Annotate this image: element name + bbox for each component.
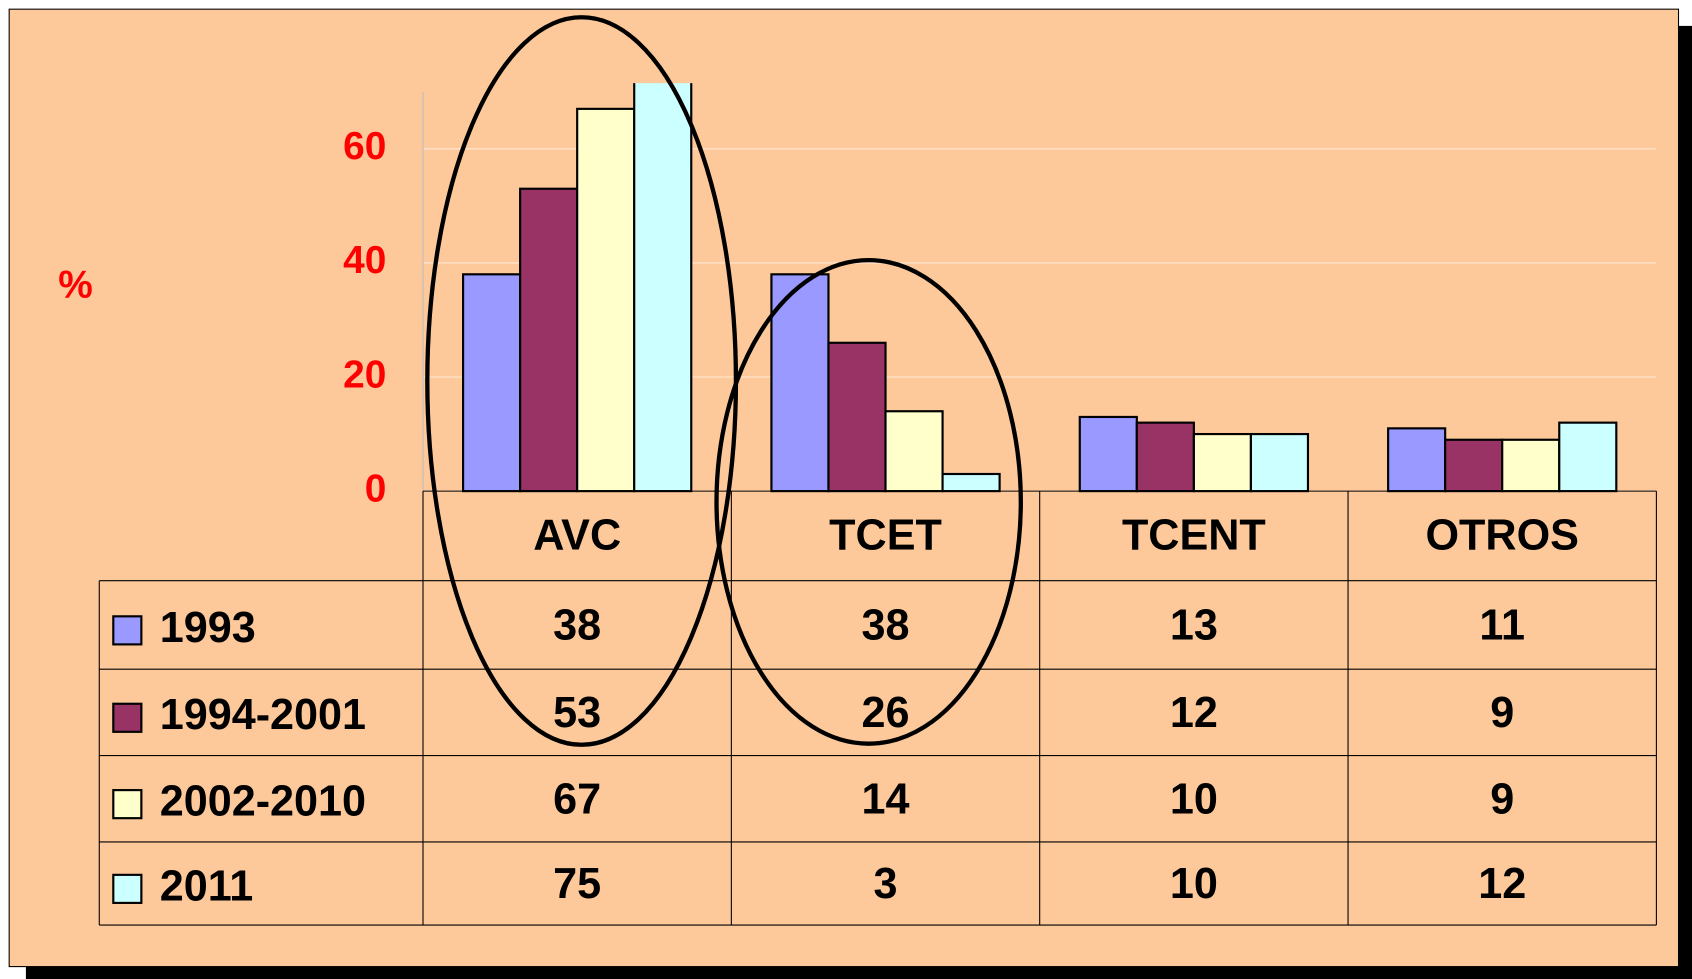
- table-value: 12: [1170, 689, 1218, 737]
- legend-key: [112, 702, 143, 733]
- bar: [1501, 438, 1561, 493]
- x-tick-label: OTROS: [1426, 511, 1579, 559]
- legend-key: [112, 615, 143, 646]
- table-value: 10: [1170, 775, 1218, 823]
- bar: [1192, 432, 1252, 493]
- bar: [462, 273, 522, 493]
- y-tick-label: 20: [343, 353, 386, 396]
- table-value: 38: [553, 602, 601, 650]
- bar: [1135, 421, 1195, 493]
- bar: [1387, 427, 1447, 493]
- bar: [1444, 438, 1504, 493]
- data-table: AVC TCET TCENT OTROS 1993 38 38 13 11 1994-2001 53…: [98, 490, 1657, 926]
- table-value: 75: [553, 860, 601, 908]
- bar: [633, 83, 693, 493]
- legend-key: [112, 873, 143, 904]
- legend-label: 2011: [160, 862, 254, 910]
- x-tick-label: TCET: [829, 511, 942, 559]
- table-value: 9: [1490, 775, 1514, 823]
- bar: [884, 410, 944, 493]
- table-value: 3: [874, 860, 898, 908]
- bar: [1078, 415, 1138, 493]
- table-value: 13: [1170, 602, 1218, 650]
- bar: [519, 187, 579, 493]
- table-value: 12: [1478, 860, 1526, 908]
- table-value: 26: [862, 689, 910, 737]
- legend-key: [112, 789, 143, 820]
- table-value: 53: [553, 689, 601, 737]
- bar: [1249, 432, 1310, 493]
- bar: [770, 273, 830, 493]
- bar: [941, 472, 1001, 493]
- bars: [462, 83, 1618, 493]
- bar: [576, 107, 636, 493]
- bar: [827, 341, 887, 493]
- legend-label: 2002-2010: [160, 778, 366, 826]
- table-value: 11: [1479, 602, 1525, 650]
- bar: [1558, 421, 1618, 493]
- table-value: 14: [862, 775, 910, 823]
- table-value: 67: [553, 775, 601, 823]
- x-tick-label: AVC: [533, 511, 621, 559]
- y-tick-label: 0: [365, 467, 387, 510]
- y-axis-label: %: [58, 263, 93, 306]
- table-value: 38: [862, 602, 910, 650]
- table-value: 10: [1170, 860, 1218, 908]
- legend-label: 1993: [160, 604, 256, 652]
- y-tick-label: 40: [343, 239, 386, 282]
- x-tick-label: TCENT: [1122, 511, 1266, 559]
- highlight-ellipse: [714, 257, 1023, 746]
- legend-label: 1994-2001: [160, 691, 366, 739]
- table-value: 9: [1490, 689, 1514, 737]
- y-tick-label: 60: [343, 125, 386, 168]
